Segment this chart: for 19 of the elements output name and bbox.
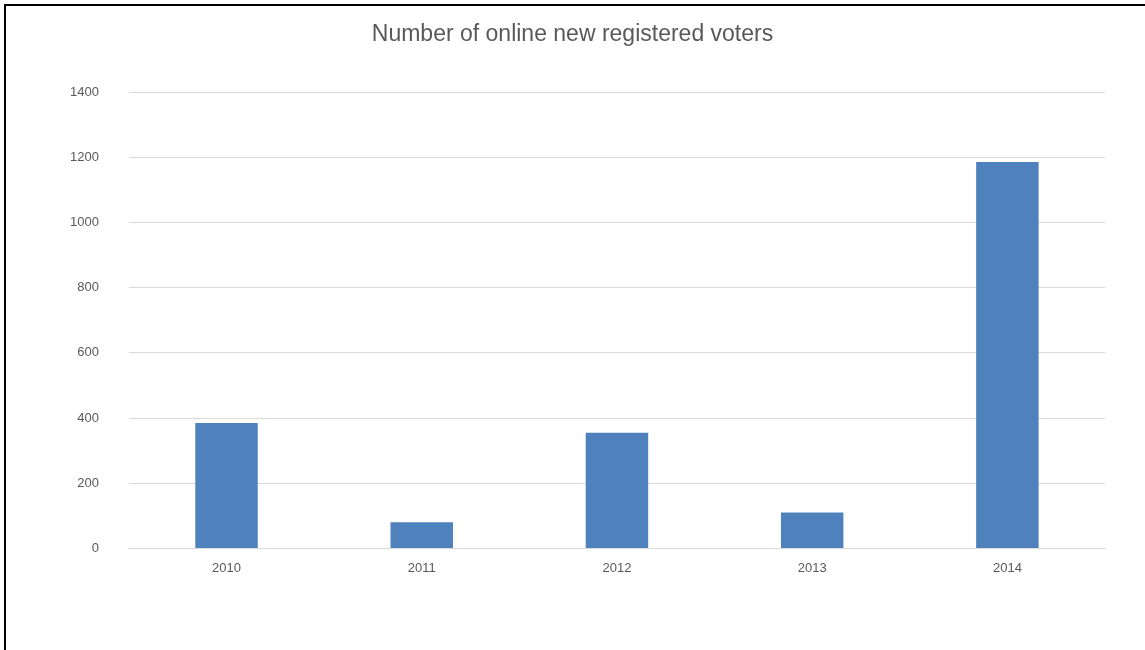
bar: [195, 422, 258, 548]
x-tick-label: 2011: [407, 559, 436, 575]
y-tick-label: 1000: [70, 213, 99, 229]
x-tick-label: 2010: [212, 559, 241, 575]
y-tick-label: 200: [77, 474, 99, 490]
x-tick-label: 2013: [797, 559, 827, 575]
bar: [976, 162, 1039, 548]
bar: [585, 432, 649, 548]
y-tick-label: 800: [77, 279, 99, 295]
y-tick-label: 0: [91, 539, 99, 555]
bar: [390, 522, 453, 548]
x-tick-label: 2012: [602, 559, 632, 575]
x-tick-label: 2014: [992, 559, 1022, 575]
y-tick-label: 400: [77, 409, 99, 425]
y-tick-label: 600: [77, 344, 99, 360]
bar: [780, 512, 844, 548]
y-tick-label: 1400: [70, 83, 99, 99]
chart-title: Number of online new registered voters: [370, 20, 775, 47]
y-tick-label: 1200: [70, 148, 99, 164]
